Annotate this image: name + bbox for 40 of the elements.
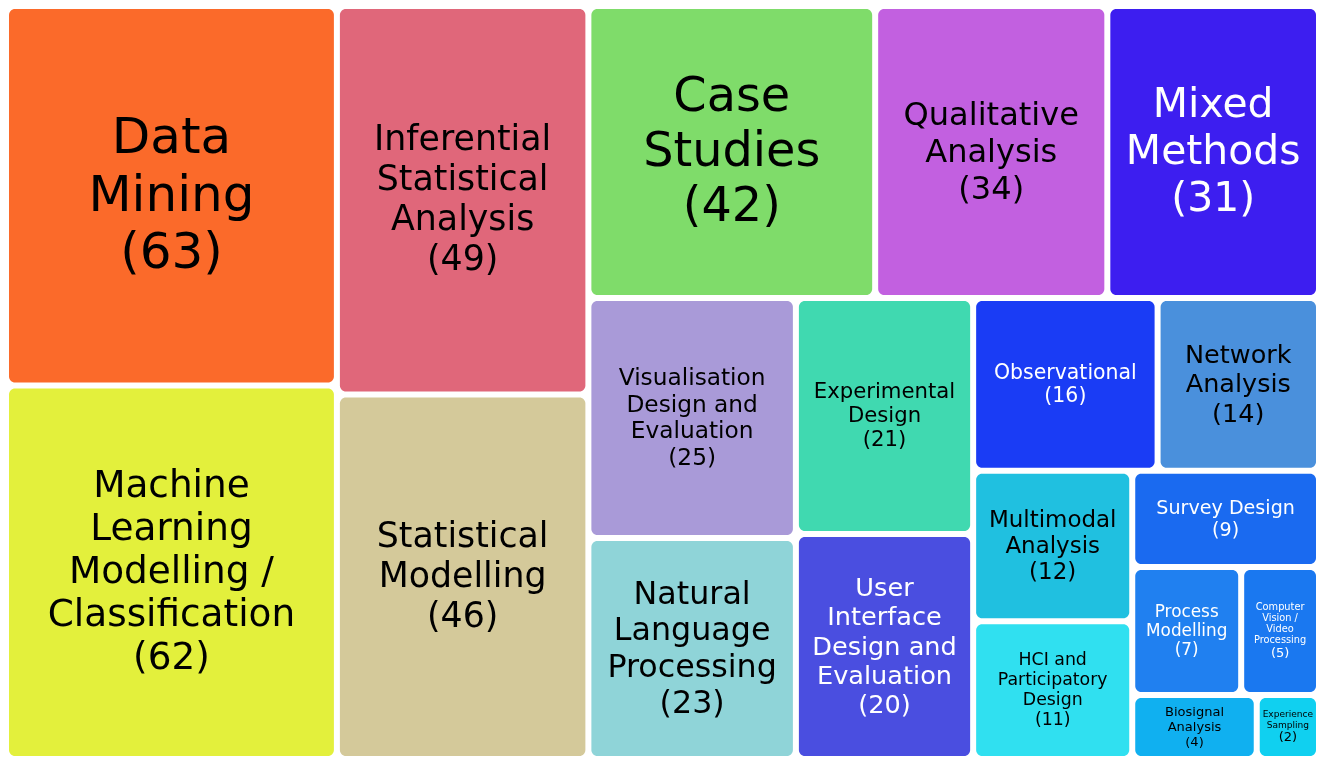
category-label: Statistical Modelling (376, 514, 549, 595)
category-label: Biosignal Analysis (1164, 704, 1224, 734)
category-label: Experimental Design (813, 377, 956, 427)
data-label: (20) (858, 689, 911, 720)
category-label: HCI and Participatory Design (997, 649, 1108, 710)
data-label: (5) (1270, 645, 1290, 661)
category-label: Observational (993, 359, 1137, 384)
data-label: (23) (659, 684, 725, 721)
category-label: Case Studies (643, 67, 821, 177)
category-label: Qualitative Analysis (903, 95, 1079, 170)
category-label: Inferential Statistical Analysis (374, 118, 552, 239)
data-label: (21) (862, 426, 907, 452)
data-label: (14) (1212, 397, 1265, 428)
data-label: (16) (1044, 383, 1087, 408)
data-label: (46) (426, 594, 499, 635)
data-label: (9) (1212, 517, 1240, 541)
category-label: Experience Sampling (1262, 709, 1314, 730)
data-label: (62) (133, 634, 210, 679)
data-label: (31) (1171, 172, 1256, 221)
category-label: Computer Vision / Video Processing (1253, 600, 1307, 646)
data-label: (11) (1034, 709, 1071, 729)
category-label: Process Modelling (1146, 600, 1228, 640)
category-label: Mixed Methods (1125, 78, 1301, 174)
category-label: Data Mining (88, 107, 255, 223)
data-label: (4) (1185, 733, 1204, 749)
category-label: Visualisation Design and Evaluation (618, 362, 766, 444)
data-label: (42) (682, 176, 781, 232)
data-label: (12) (1029, 558, 1077, 585)
data-label: (25) (668, 443, 716, 471)
data-label: (2) (1278, 729, 1298, 745)
category-label: User Interface Design and Evaluation (812, 571, 957, 690)
data-label: (7) (1174, 639, 1199, 660)
category-label: Multimodal Analysis (988, 505, 1117, 558)
category-label: Machine Learning Modelling / Classification (47, 462, 296, 636)
data-label: (63) (120, 222, 223, 281)
category-label: Natural Language Processing (607, 574, 777, 684)
data-label: (34) (958, 168, 1025, 207)
category-label: Survey Design (1156, 495, 1295, 519)
category-label: Network Analysis (1185, 339, 1292, 399)
data-label: (49) (426, 238, 499, 279)
